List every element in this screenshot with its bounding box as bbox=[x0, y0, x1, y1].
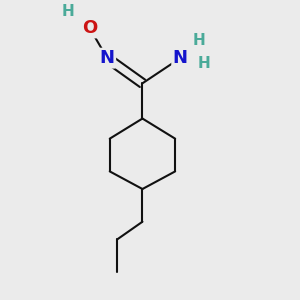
Text: N: N bbox=[173, 49, 188, 67]
Text: H: H bbox=[193, 33, 206, 48]
Text: H: H bbox=[198, 56, 211, 71]
Text: N: N bbox=[100, 49, 115, 67]
Text: O: O bbox=[82, 19, 97, 37]
Text: H: H bbox=[62, 4, 75, 19]
